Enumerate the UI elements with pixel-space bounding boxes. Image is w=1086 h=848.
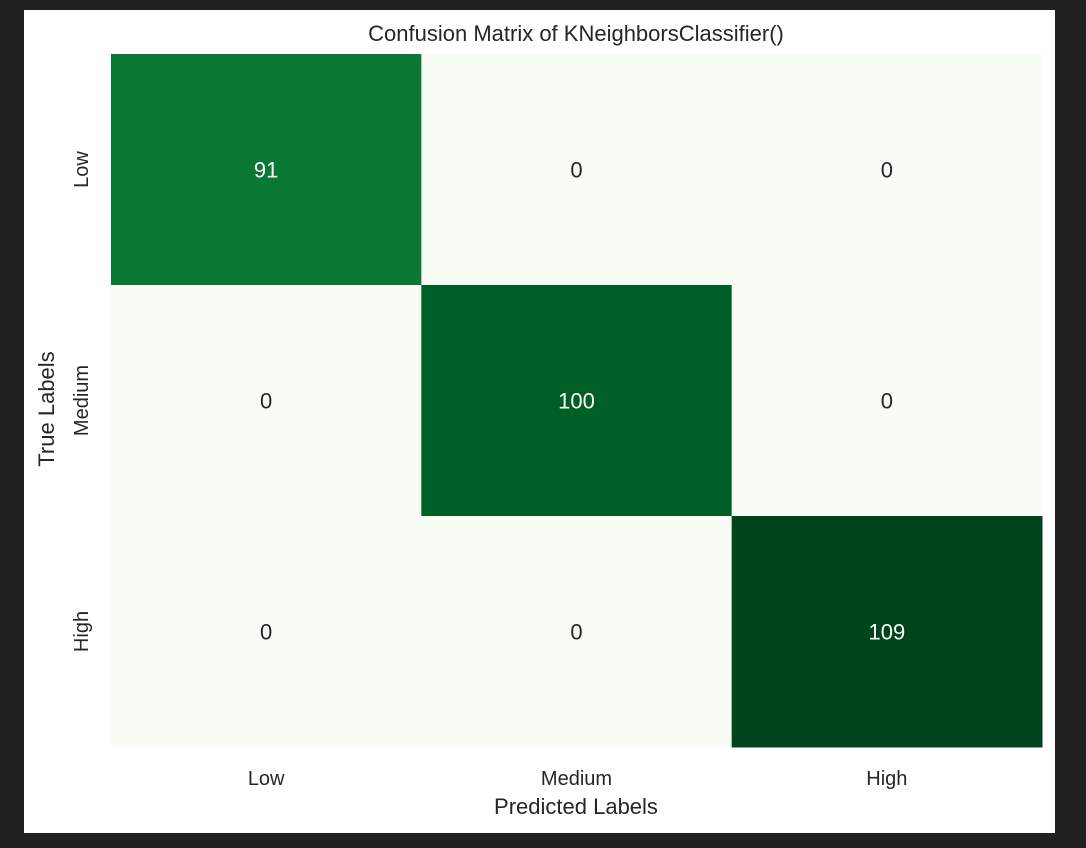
x-tick-labels: Low Medium High <box>248 768 908 790</box>
heatmap-cell <box>111 516 422 748</box>
cell-value-label: 0 <box>260 389 272 414</box>
heatmap-cell <box>421 516 733 748</box>
heatmap-cell <box>421 285 733 517</box>
chart-title: Confusion Matrix of KNeighborsClassifier… <box>368 21 784 46</box>
heatmap-cell <box>731 54 1043 286</box>
heatmap-cell-labels: 91 0 0 0 100 0 0 0 109 <box>254 158 905 645</box>
heatmap-cell <box>421 54 733 286</box>
cell-value-label: 0 <box>881 158 893 183</box>
cell-value-label: 0 <box>881 389 893 414</box>
confusion-matrix-chart: Confusion Matrix of KNeighborsClassifier… <box>34 21 1043 819</box>
cell-value-label: 0 <box>570 158 582 183</box>
heatmap-cells <box>111 54 1043 748</box>
y-tick-label: High <box>71 611 93 652</box>
y-axis-label: True Labels <box>34 351 59 466</box>
cell-value-label: 100 <box>558 389 595 414</box>
heatmap-cell <box>731 285 1043 517</box>
heatmap-cell <box>731 516 1043 748</box>
heatmap-cell <box>111 285 422 517</box>
y-tick-labels: Low Medium High <box>71 151 93 652</box>
cell-value-label: 109 <box>868 620 905 645</box>
y-tick-label: Low <box>71 151 93 188</box>
figure: Confusion Matrix of KNeighborsClassifier… <box>24 10 1055 833</box>
x-axis-label: Predicted Labels <box>494 794 658 819</box>
y-tick-label: Medium <box>71 365 93 436</box>
cell-value-label: 0 <box>260 620 272 645</box>
x-tick-label: Low <box>248 768 285 790</box>
x-tick-label: High <box>866 768 907 790</box>
cell-value-label: 91 <box>254 158 278 183</box>
x-tick-label: Medium <box>541 768 612 790</box>
cell-value-label: 0 <box>570 620 582 645</box>
heatmap-cell <box>111 54 422 286</box>
